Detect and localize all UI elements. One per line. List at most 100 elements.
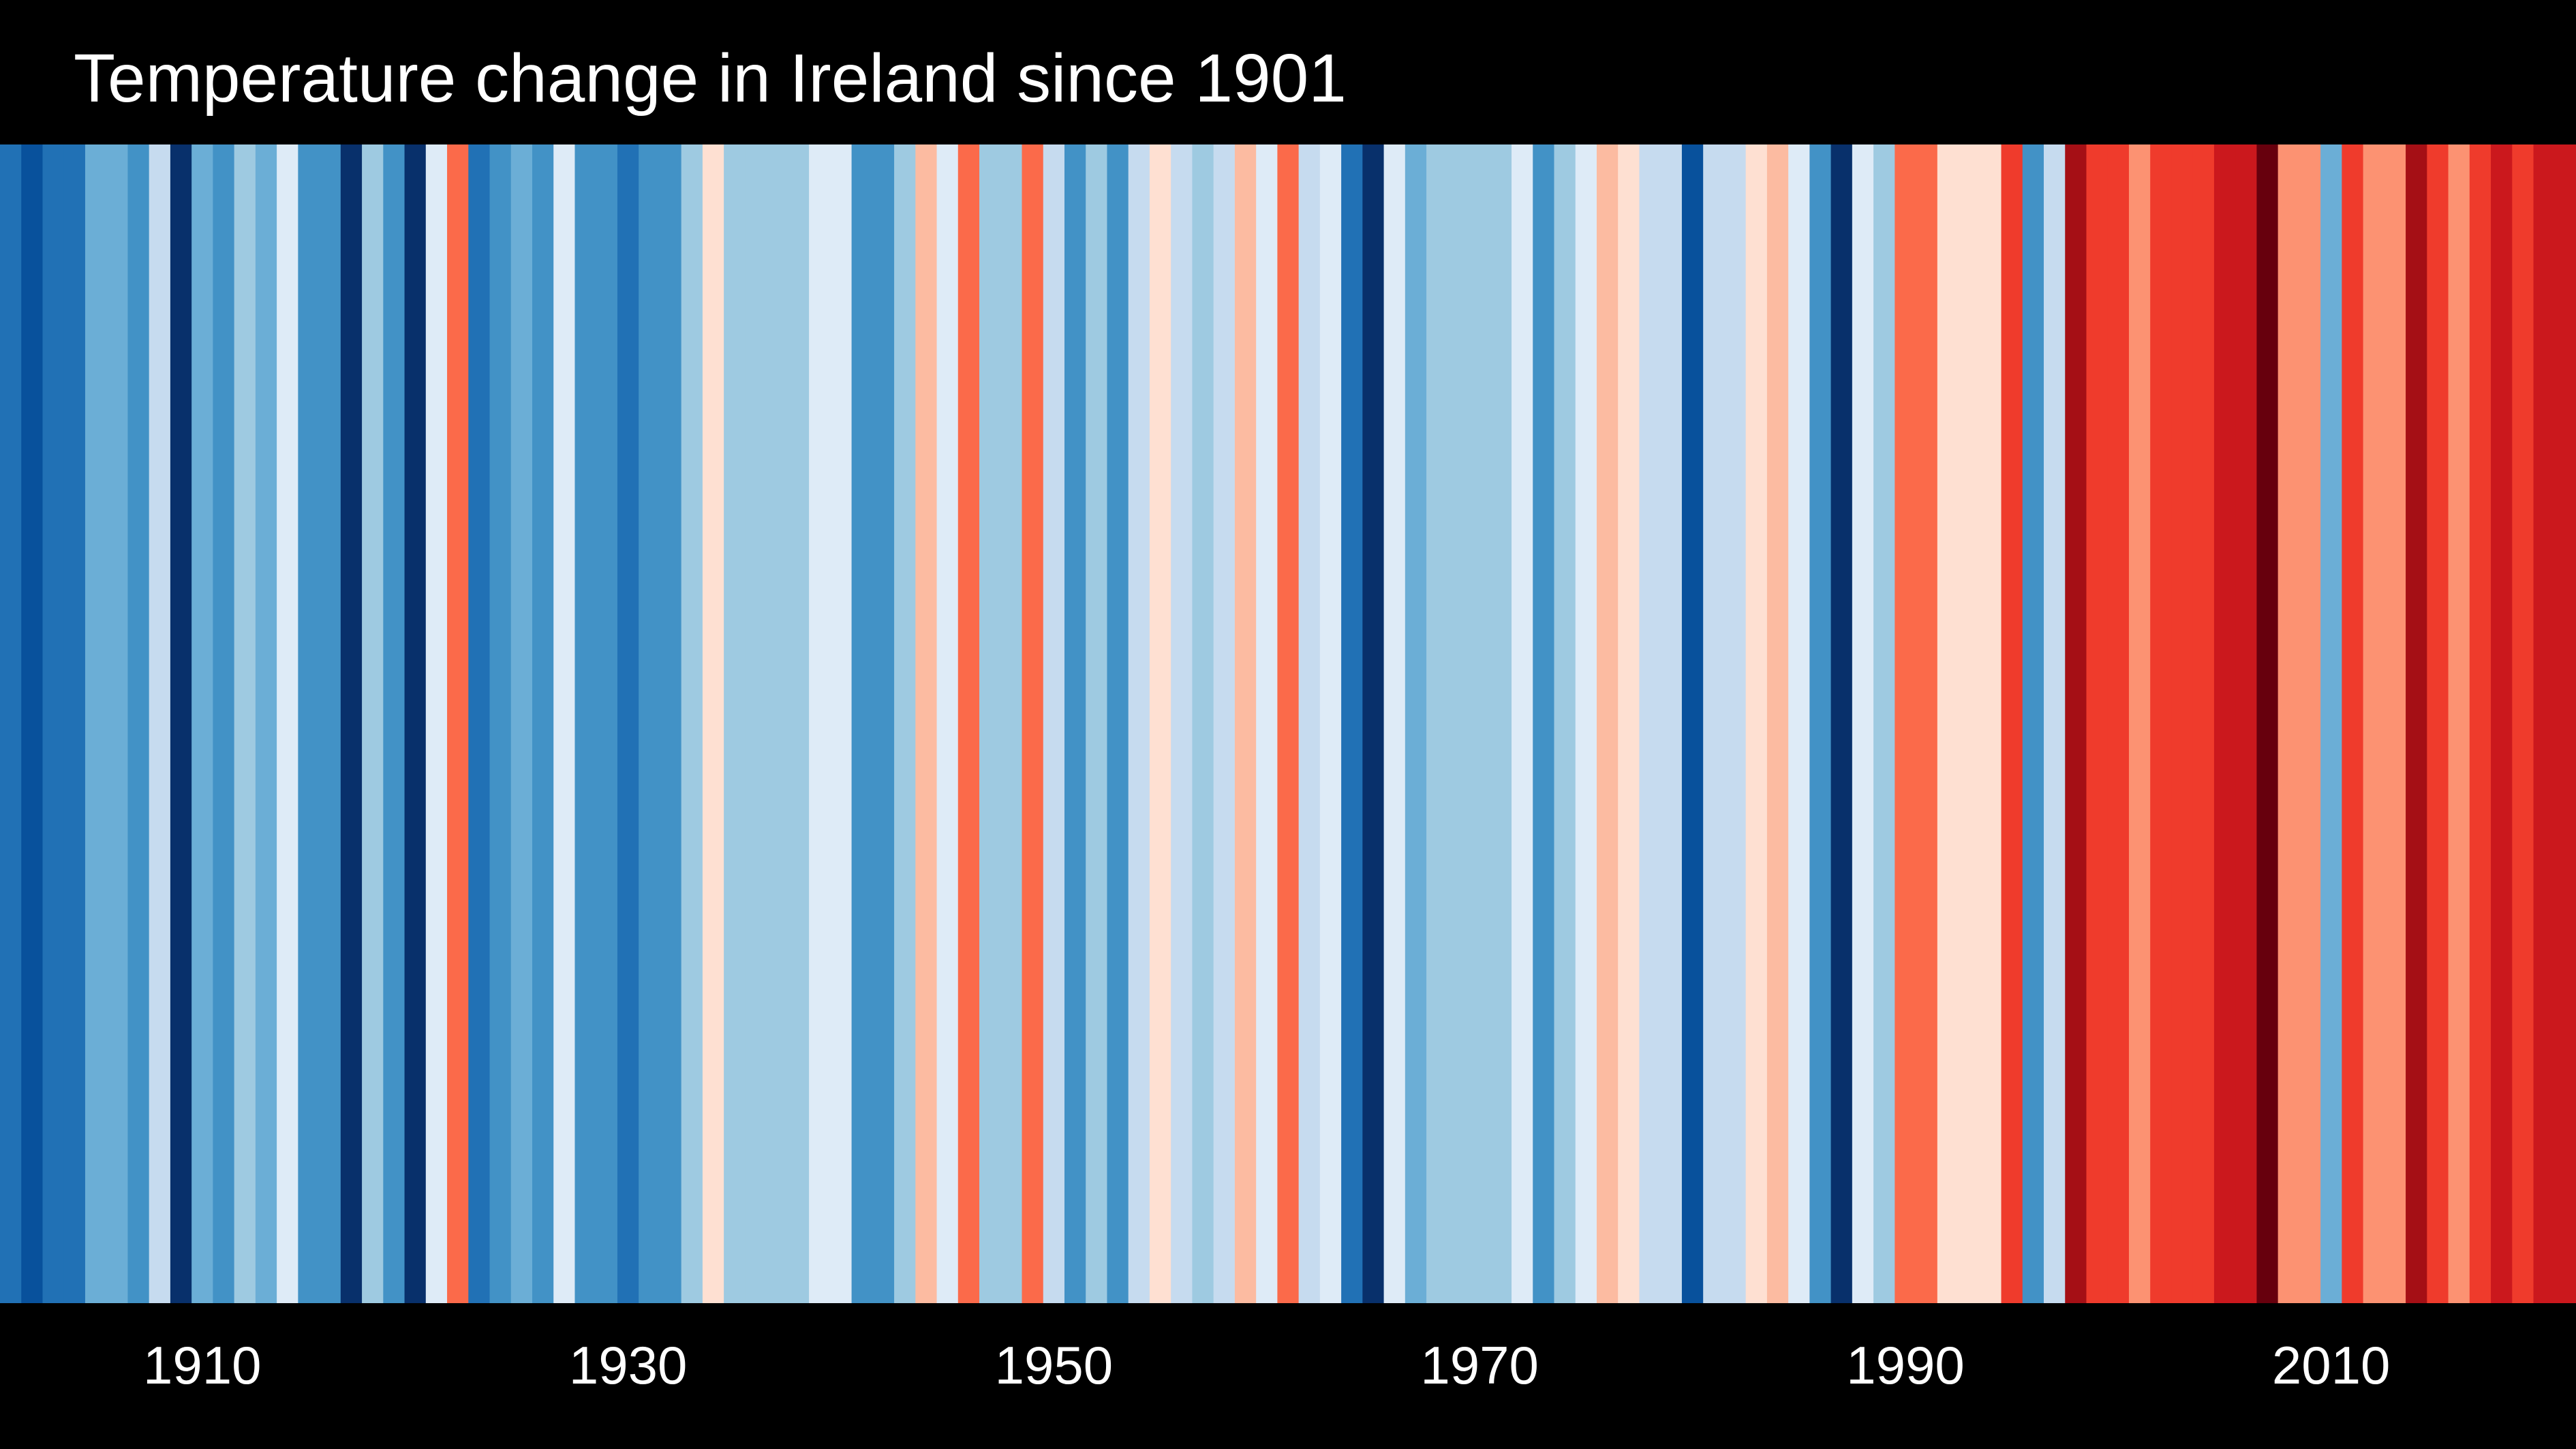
- stripe-1934: [702, 144, 724, 1303]
- stripe-1930: [617, 144, 639, 1303]
- stripe-1915: [298, 144, 320, 1303]
- stripe-2000: [2107, 144, 2130, 1303]
- x-tick-label-1970: 1970: [1420, 1335, 1539, 1395]
- stripe-1945: [936, 144, 959, 1303]
- stripe-2017: [2469, 144, 2491, 1303]
- stripe-2010: [2320, 144, 2342, 1303]
- stripe-1928: [574, 144, 597, 1303]
- stripe-2018: [2491, 144, 2513, 1303]
- stripe-1948: [1000, 144, 1023, 1303]
- stripe-1937: [766, 144, 788, 1303]
- stripe-1957: [1192, 144, 1214, 1303]
- stripe-1927: [553, 144, 576, 1303]
- stripe-1904: [63, 144, 86, 1303]
- stripe-2001: [2128, 144, 2151, 1303]
- stripe-2019: [2512, 144, 2534, 1303]
- stripe-1952: [1086, 144, 1108, 1303]
- stripe-1911: [213, 144, 235, 1303]
- stripe-1987: [1830, 144, 1853, 1303]
- stripe-1972: [1512, 144, 1533, 1303]
- stripe-1926: [532, 144, 554, 1303]
- stripe-1935: [724, 144, 746, 1303]
- stripe-2002: [2150, 144, 2173, 1303]
- stripe-1960: [1256, 144, 1278, 1303]
- stripe-1993: [1959, 144, 1980, 1303]
- stripe-1981: [1703, 144, 1726, 1303]
- stripe-2008: [2278, 144, 2300, 1303]
- stripe-1956: [1171, 144, 1193, 1303]
- stripe-1940: [830, 144, 853, 1303]
- stripe-1933: [681, 144, 703, 1303]
- stripe-1912: [234, 144, 256, 1303]
- stripe-1943: [894, 144, 916, 1303]
- stripe-1958: [1213, 144, 1236, 1303]
- stripe-2005: [2213, 144, 2236, 1303]
- stripe-1994: [1980, 144, 2002, 1303]
- stripe-1910: [191, 144, 213, 1303]
- x-axis-tick-labels: 1910 1930 1950 1970 1990 2010: [0, 1328, 2576, 1403]
- stripe-1921: [425, 144, 448, 1303]
- stripe-1973: [1533, 144, 1555, 1303]
- stripe-1986: [1809, 144, 1832, 1303]
- stripe-2006: [2235, 144, 2258, 1303]
- stripe-1963: [1319, 144, 1342, 1303]
- stripe-1964: [1341, 144, 1363, 1303]
- stripe-1982: [1724, 144, 1747, 1303]
- stripe-1908: [149, 144, 171, 1303]
- stripe-1990: [1895, 144, 1917, 1303]
- stripe-2003: [2171, 144, 2194, 1303]
- stripe-1932: [660, 144, 682, 1303]
- stripe-2020: [2533, 144, 2556, 1303]
- stripe-1929: [596, 144, 618, 1303]
- stripe-1901: [0, 144, 22, 1303]
- stripe-1954: [1128, 144, 1150, 1303]
- stripe-1985: [1788, 144, 1810, 1303]
- stripe-1906: [106, 144, 129, 1303]
- stripe-1977: [1618, 144, 1640, 1303]
- stripe-1966: [1383, 144, 1406, 1303]
- stripe-1962: [1298, 144, 1321, 1303]
- stripe-1979: [1660, 144, 1683, 1303]
- stripe-1902: [21, 144, 44, 1303]
- stripe-1992: [1937, 144, 1959, 1303]
- stripe-2004: [2192, 144, 2215, 1303]
- stripe-1916: [319, 144, 341, 1303]
- stripe-1955: [1149, 144, 1171, 1303]
- stripe-1919: [383, 144, 405, 1303]
- stripe-1941: [851, 144, 874, 1303]
- stripe-1947: [979, 144, 1001, 1303]
- stripe-1938: [787, 144, 810, 1303]
- stripe-1974: [1554, 144, 1576, 1303]
- stripe-1988: [1852, 144, 1874, 1303]
- stripe-2015: [2427, 144, 2449, 1303]
- stripe-1907: [127, 144, 150, 1303]
- stripe-1936: [745, 144, 767, 1303]
- stripe-2013: [2384, 144, 2406, 1303]
- x-tick-label-1950: 1950: [994, 1335, 1114, 1395]
- stripe-1983: [1745, 144, 1768, 1303]
- stripe-1999: [2086, 144, 2109, 1303]
- stripe-1959: [1234, 144, 1257, 1303]
- stripe-2011: [2342, 144, 2364, 1303]
- stripe-1914: [277, 144, 298, 1303]
- stripe-1944: [915, 144, 938, 1303]
- stripe-1925: [510, 144, 533, 1303]
- stripe-1931: [639, 144, 661, 1303]
- x-tick-label-1930: 1930: [568, 1335, 688, 1395]
- stripe-1918: [362, 144, 384, 1303]
- stripe-1968: [1426, 144, 1448, 1303]
- x-tick-label-1910: 1910: [143, 1335, 262, 1395]
- stripe-1976: [1596, 144, 1619, 1303]
- warming-stripes-chart: [0, 144, 2576, 1303]
- stripe-1949: [1022, 144, 1044, 1303]
- stripe-1946: [957, 144, 980, 1303]
- stripe-1951: [1064, 144, 1086, 1303]
- stripe-1953: [1107, 144, 1129, 1303]
- stripe-1970: [1469, 144, 1491, 1303]
- stripe-1924: [489, 144, 512, 1303]
- stripe-1967: [1405, 144, 1427, 1303]
- stripe-2016: [2448, 144, 2470, 1303]
- stripe-2014: [2406, 144, 2427, 1303]
- stripe-1989: [1873, 144, 1895, 1303]
- stripe-1920: [404, 144, 427, 1303]
